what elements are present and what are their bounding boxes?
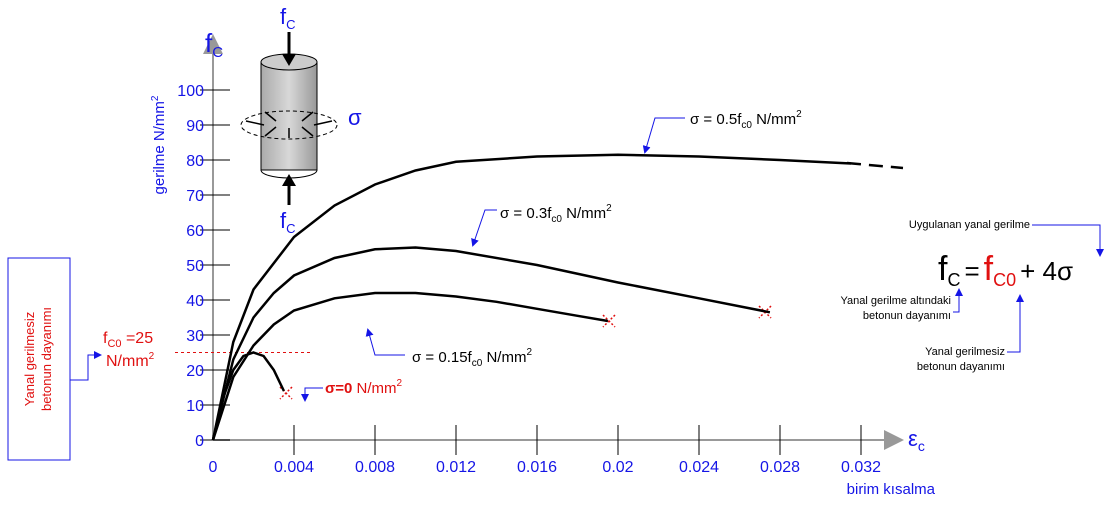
y-tick-label: 20 [186,363,204,380]
specimen-load: fC [280,208,296,236]
y-label: gerilme N/mm2 [150,95,168,194]
y-tick-label: 60 [186,223,204,240]
series-label: σ = 0.3fc0 N/mm2 [500,203,612,225]
y-tick-label: 10 [186,398,204,415]
y-tick-label: 80 [186,153,204,170]
x-tick-label: 0.016 [517,459,557,476]
y-tick-label: 0 [195,433,204,450]
y-tick-label: 70 [186,188,204,205]
curve [213,248,770,441]
x-tick-label: 0.004 [274,459,314,476]
formula: fC=fC0+ 4σ [938,250,1073,290]
x-tick-label: 0.024 [679,459,719,476]
curve [213,155,851,440]
series-label: σ = 0.5fc0 N/mm2 [690,109,802,131]
x-tick-label: 0.012 [436,459,476,476]
y-tick-label: 90 [186,118,204,135]
y-symbol: fC [205,28,223,61]
series-label: σ = 0.15fc0 N/mm2 [412,347,532,369]
x-tick-label: 0 [209,459,218,476]
tail [847,163,903,168]
specimen [241,32,337,205]
specimen-side: σ [348,105,362,130]
y-tick-label: 30 [186,328,204,345]
x-symbol: εc [908,426,925,454]
x-label: birim kısalma [847,481,936,498]
formula-note: Uygulanan yanal gerilme [909,219,1030,231]
y-tick-label: 40 [186,293,204,310]
x-tick-label: 0.02 [602,459,633,476]
y-tick-label: 50 [186,258,204,275]
y-tick-label: 100 [177,83,204,100]
x-tick-label: 0.028 [760,459,800,476]
x-tick-label: 0.008 [355,459,395,476]
x-tick-label: 0.032 [841,459,881,476]
chart: fC εc gerilme N/mm2 birim kısalma fC0 =2… [0,0,1113,505]
series-label: σ=0 N/mm2 [325,378,403,397]
specimen-load: fC [280,4,296,32]
